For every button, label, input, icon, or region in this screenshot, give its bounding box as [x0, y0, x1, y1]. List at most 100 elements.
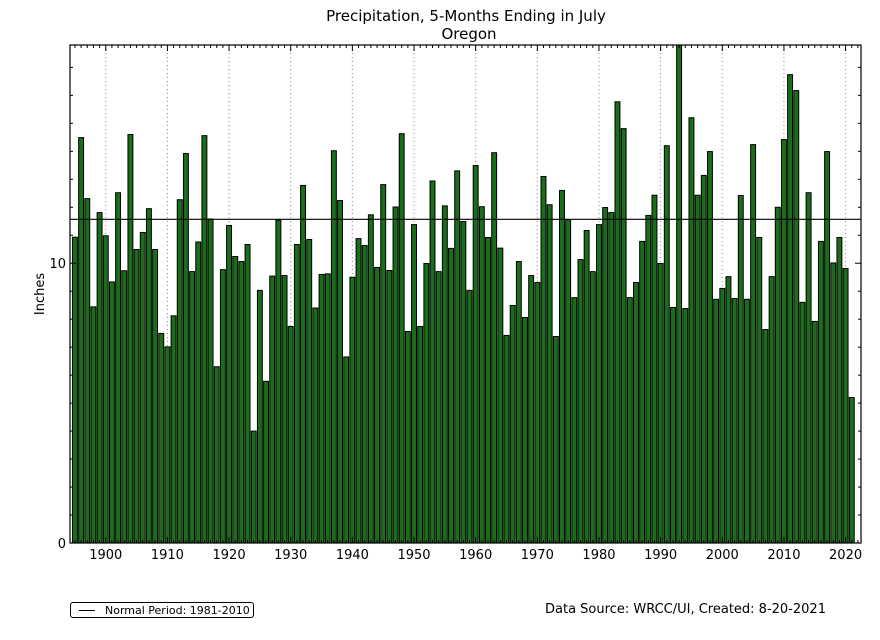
bar-1998	[706, 151, 713, 544]
x-tick-label: 2000	[706, 548, 739, 563]
bar-1993	[676, 44, 683, 544]
bar-1975	[565, 219, 572, 544]
bar-1903	[121, 270, 128, 544]
bar-1980	[596, 224, 602, 544]
bar-2018	[830, 262, 837, 544]
bar-1908	[152, 249, 159, 544]
x-tick-label: 1910	[151, 548, 184, 563]
bar-1922	[238, 261, 245, 544]
bar-1949	[404, 330, 411, 544]
bar-1944	[374, 266, 380, 544]
bar-1959	[466, 289, 473, 544]
bar-2012	[793, 90, 800, 544]
bar-1968	[522, 317, 528, 544]
y-axis-label: Inches	[33, 273, 48, 315]
x-tick-label: 1990	[644, 548, 677, 563]
bar-1992	[669, 306, 676, 544]
bar-1977	[577, 259, 584, 544]
bar-2014	[805, 192, 812, 544]
bar-2001	[725, 276, 732, 544]
bar-2021	[848, 397, 855, 544]
bar-1916	[201, 135, 208, 544]
bar-1946	[386, 269, 393, 544]
bar-1918	[213, 366, 220, 544]
bar-1914	[189, 271, 196, 544]
y-tick-label: 0	[58, 537, 66, 552]
x-tick-labels: 1900 1910 1920 1930 1940 1950 1960 1970 1980 1990…	[89, 548, 862, 563]
bar-1915	[195, 241, 202, 544]
bar-1927	[269, 275, 276, 544]
bar-1941	[355, 238, 362, 544]
x-tick-label: 2010	[767, 548, 800, 563]
bar-1911	[170, 315, 177, 544]
chart-title: Precipitation, 5-Months Ending in July	[326, 7, 606, 25]
bar-1971	[540, 175, 547, 544]
x-tick-label: 1920	[213, 548, 246, 563]
bar-1920	[226, 224, 233, 544]
bar-1976	[571, 297, 578, 544]
bar-1985	[626, 297, 633, 544]
bar-1947	[392, 206, 399, 544]
plot-frame	[69, 44, 862, 544]
bar-1995	[688, 117, 695, 544]
bar-1937	[330, 150, 337, 544]
bar-1972	[546, 204, 553, 544]
bar-1986	[633, 282, 639, 544]
bar-1957	[454, 170, 461, 544]
bar-1942	[361, 245, 368, 544]
bar-1954	[435, 271, 442, 544]
bar-1938	[337, 200, 344, 544]
bar-1929	[281, 275, 288, 544]
bar-1913	[182, 153, 189, 544]
bar-2020	[842, 268, 849, 544]
bar-1898	[90, 306, 97, 544]
bar-1924	[250, 430, 257, 544]
bar-1979	[589, 271, 596, 544]
bar-1935	[318, 273, 325, 544]
bar-1958	[460, 221, 467, 544]
bar-1926	[263, 380, 270, 544]
bar-1923	[244, 243, 251, 544]
x-tick-label: 1960	[459, 548, 492, 563]
bar-1945	[380, 184, 387, 544]
x-tick-label: 1980	[582, 548, 615, 563]
bar-1900	[102, 235, 109, 544]
x-tick-label: 2020	[829, 548, 862, 563]
bar-1910	[164, 346, 171, 544]
bar-1928	[275, 219, 282, 544]
x-tick-label: 1900	[89, 548, 122, 563]
bar-1925	[256, 289, 263, 544]
bar-1896	[78, 137, 85, 544]
bar-1897	[84, 198, 91, 544]
bar-1988	[645, 214, 652, 544]
bar-1950	[411, 224, 417, 544]
x-tick-label: 1930	[274, 548, 307, 563]
bar-2003	[737, 195, 744, 544]
bar-1981	[602, 207, 609, 544]
bar-1984	[620, 128, 627, 544]
bar-1982	[608, 212, 615, 544]
bar-1940	[349, 276, 356, 544]
bar-1901	[108, 281, 115, 544]
bar-2015	[811, 320, 818, 544]
bar-1930	[287, 325, 294, 544]
legend-normal-line-swatch	[79, 609, 95, 611]
bar-1906	[139, 231, 146, 544]
bar-1987	[639, 240, 646, 544]
bar-1967	[515, 261, 522, 544]
bar-1919	[219, 269, 226, 544]
bar-1970	[534, 282, 541, 544]
bar-1917	[207, 218, 214, 544]
bar-2013	[799, 301, 806, 544]
bar-1965	[503, 334, 510, 544]
bar-1953	[429, 180, 436, 544]
bar-1991	[663, 145, 670, 544]
bar-1961	[478, 206, 485, 544]
bar-1966	[509, 304, 516, 544]
bar-1962	[485, 236, 491, 544]
bar-2004	[743, 298, 750, 544]
bar-1909	[158, 332, 165, 544]
bar-1899	[96, 212, 103, 544]
bar-1990	[657, 263, 664, 544]
bar-1960	[472, 165, 479, 544]
